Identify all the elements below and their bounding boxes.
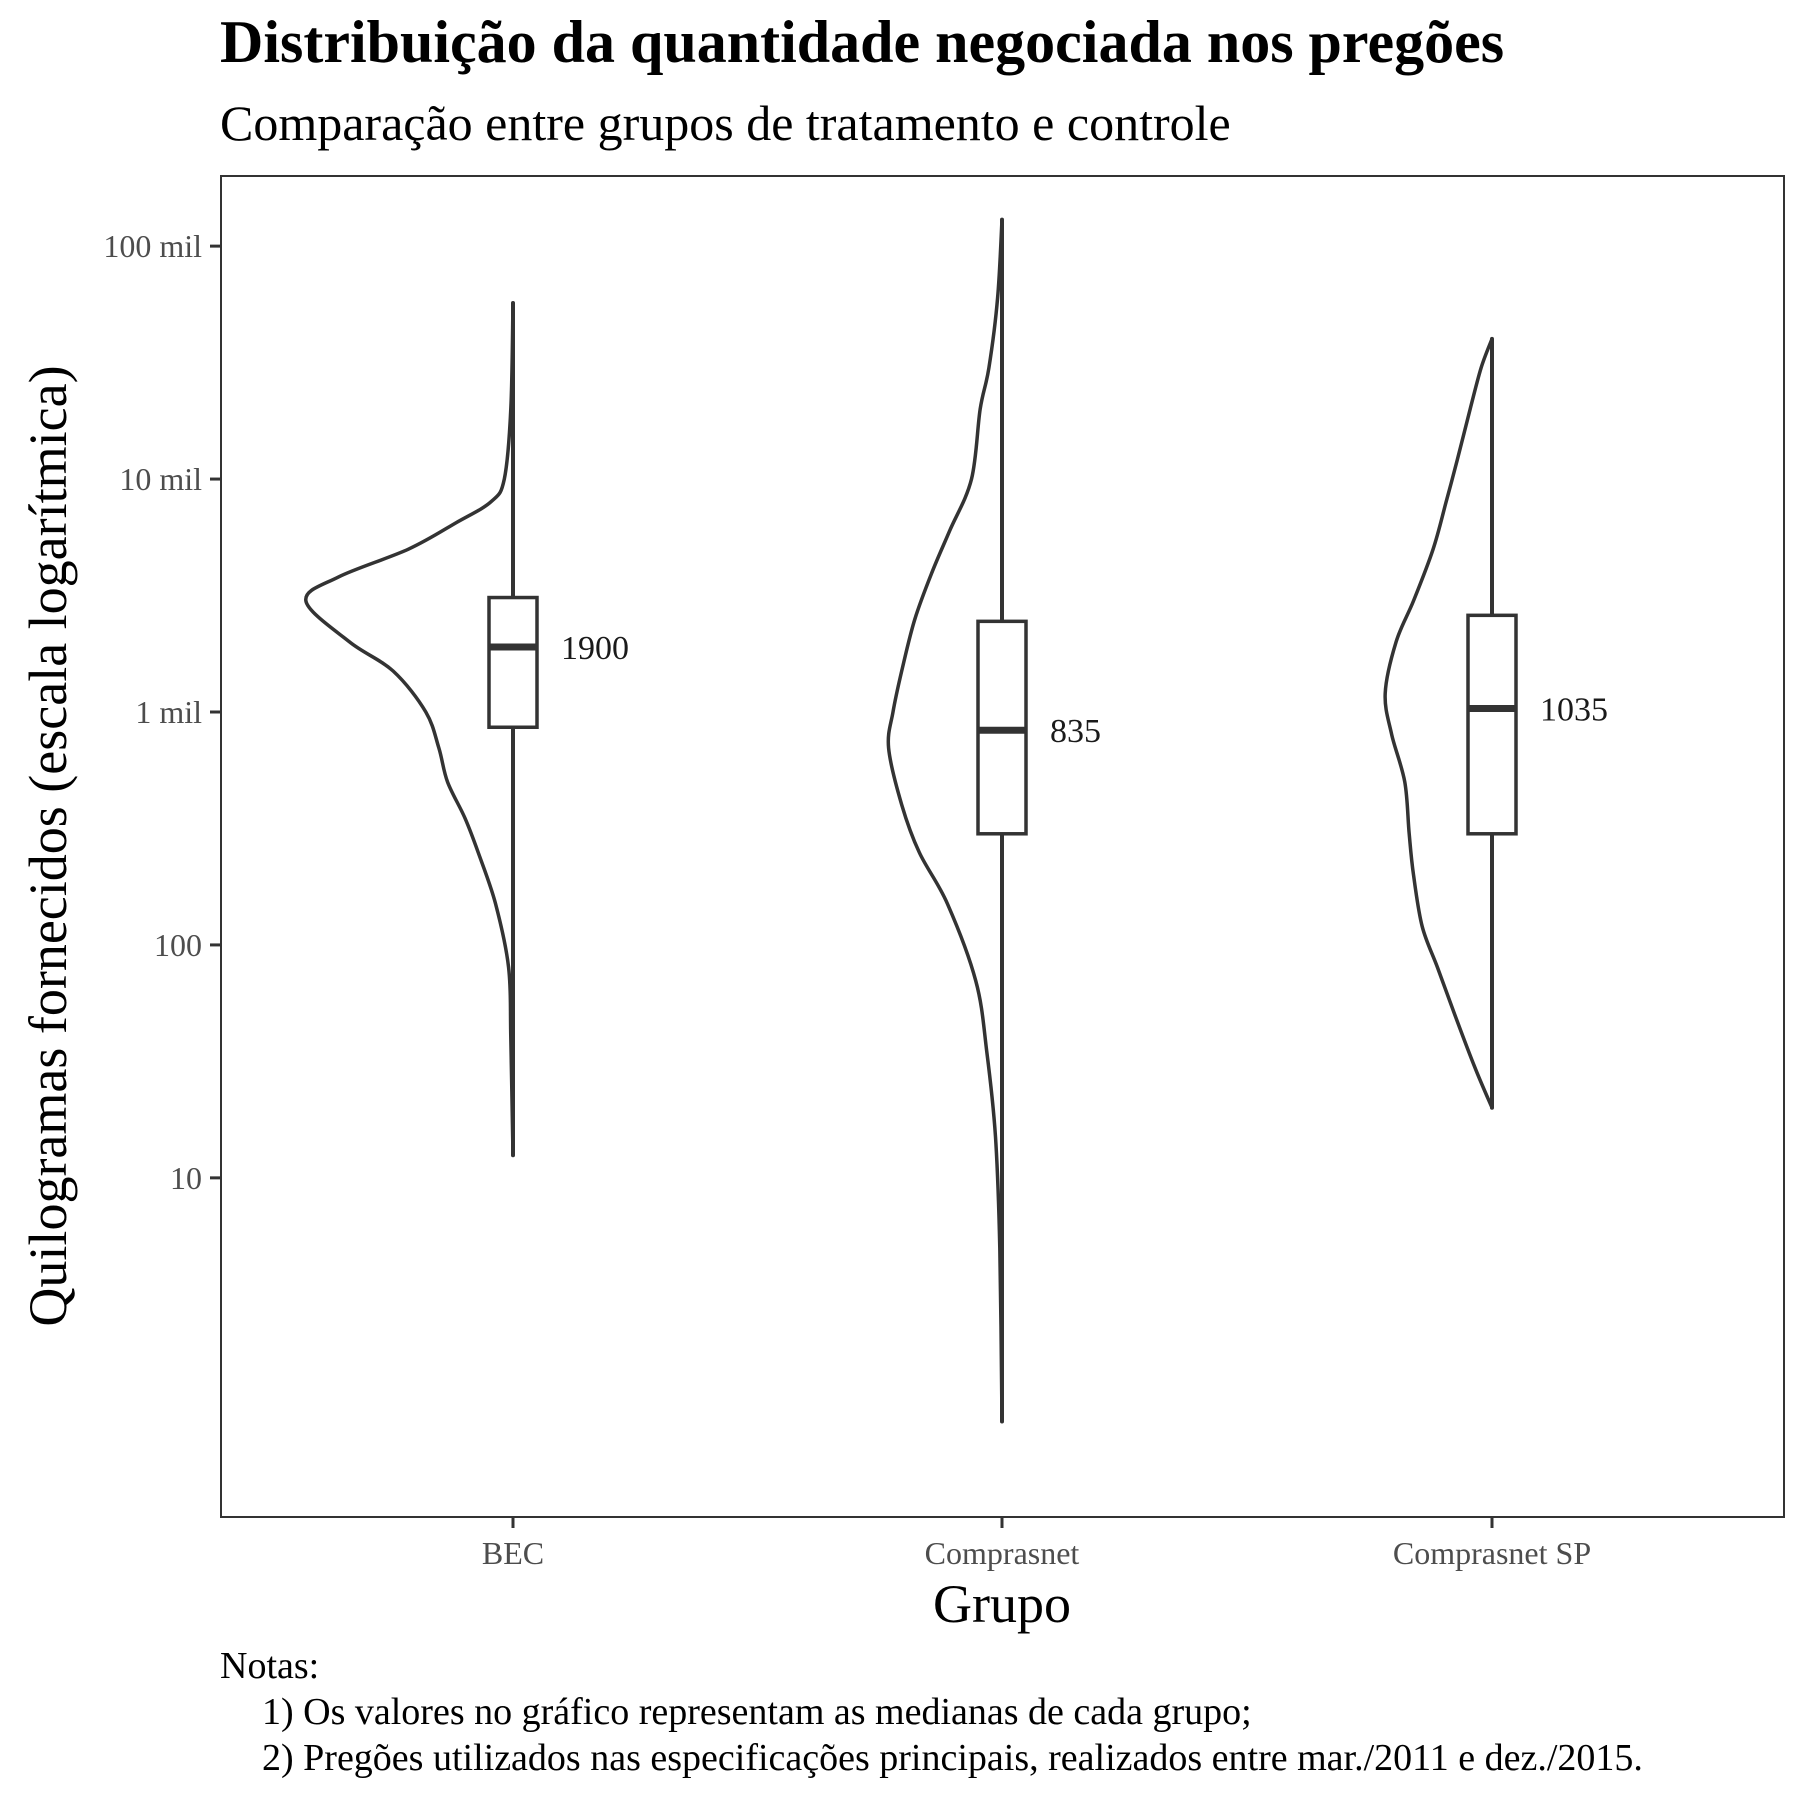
group-comprasnet-sp: 1035	[1383, 336, 1608, 1110]
notes: Notas: 1) Os valores no gráfico represen…	[220, 1643, 1643, 1781]
group-comprasnet: 835	[886, 217, 1101, 1424]
chart-subtitle: Comparação entre grupos de tratamento e …	[220, 95, 1231, 151]
violin-density-curve	[304, 302, 515, 1156]
median-label: 1035	[1540, 692, 1608, 729]
notes-heading: Notas:	[220, 1645, 320, 1687]
groups-layer: 1900 835 1035	[304, 217, 1608, 1424]
iqr-box	[487, 595, 539, 729]
y-tick-label: 10 mil	[119, 461, 202, 497]
violin-density-curve	[886, 219, 1004, 1422]
note-item-1: 1) Os valores no gráfico representam as …	[262, 1691, 1252, 1733]
median-label: 835	[1050, 713, 1101, 750]
note-item-2: 2) Pregões utilizados nas especificações…	[262, 1737, 1643, 1779]
x-tick-label: Comprasnet SP	[1393, 1535, 1591, 1571]
group-bec: 1900	[304, 300, 629, 1158]
y-tick-label: 1 mil	[135, 694, 202, 730]
x-axis-title: Grupo	[933, 1574, 1071, 1634]
chart-title: Distribuição da quantidade negociada nos…	[220, 9, 1505, 75]
y-axis-title: Quilogramas fornecidos (escala logarítmi…	[18, 365, 78, 1326]
x-tick-label: Comprasnet	[925, 1535, 1080, 1571]
violin-density-curve	[1383, 338, 1494, 1109]
iqr-box	[1466, 613, 1518, 836]
y-tick-label: 100	[154, 927, 202, 963]
median-label: 1900	[561, 630, 629, 667]
x-tick-label: BEC	[482, 1535, 544, 1571]
y-tick-label: 100 mil	[103, 228, 202, 264]
y-axis: 10 100 1 mil 10 mil 100 mil	[103, 228, 221, 1196]
y-tick-label: 10	[170, 1160, 202, 1196]
x-axis: BEC Comprasnet Comprasnet SP	[482, 1517, 1591, 1571]
